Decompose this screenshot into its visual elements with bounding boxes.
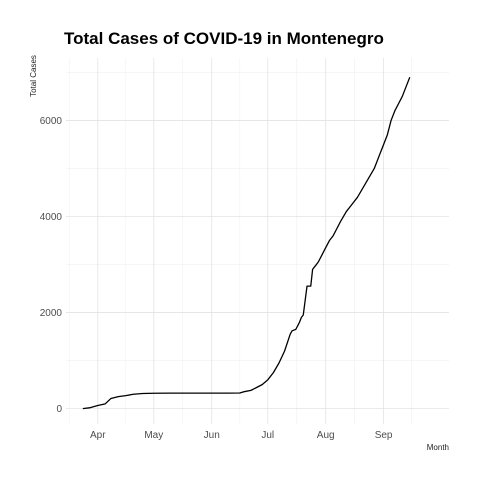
y-axis-title: Total Cases [29, 55, 38, 97]
x-tick-label: Apr [90, 430, 106, 441]
y-axis-tick-labels: 0 2000 4000 6000 [40, 116, 63, 415]
x-tick-label: Jun [204, 430, 220, 441]
x-axis-title: Month [427, 443, 449, 452]
y-tick-label: 4000 [40, 212, 63, 223]
major-gridlines [66, 58, 449, 424]
y-tick-label: 0 [56, 404, 62, 415]
x-tick-label: Jul [261, 430, 274, 441]
y-tick-label: 6000 [40, 116, 63, 127]
x-axis-tick-labels: Apr May Jun Jul Aug Sep [90, 430, 393, 441]
x-tick-label: Sep [375, 430, 393, 441]
minor-gridlines [66, 58, 449, 424]
x-tick-label: Aug [317, 430, 335, 441]
y-tick-label: 2000 [40, 308, 63, 319]
chart-title: Total Cases of COVID-19 in Montenegro [64, 29, 384, 48]
total-cases-line [82, 76, 411, 410]
x-tick-label: May [144, 430, 163, 441]
